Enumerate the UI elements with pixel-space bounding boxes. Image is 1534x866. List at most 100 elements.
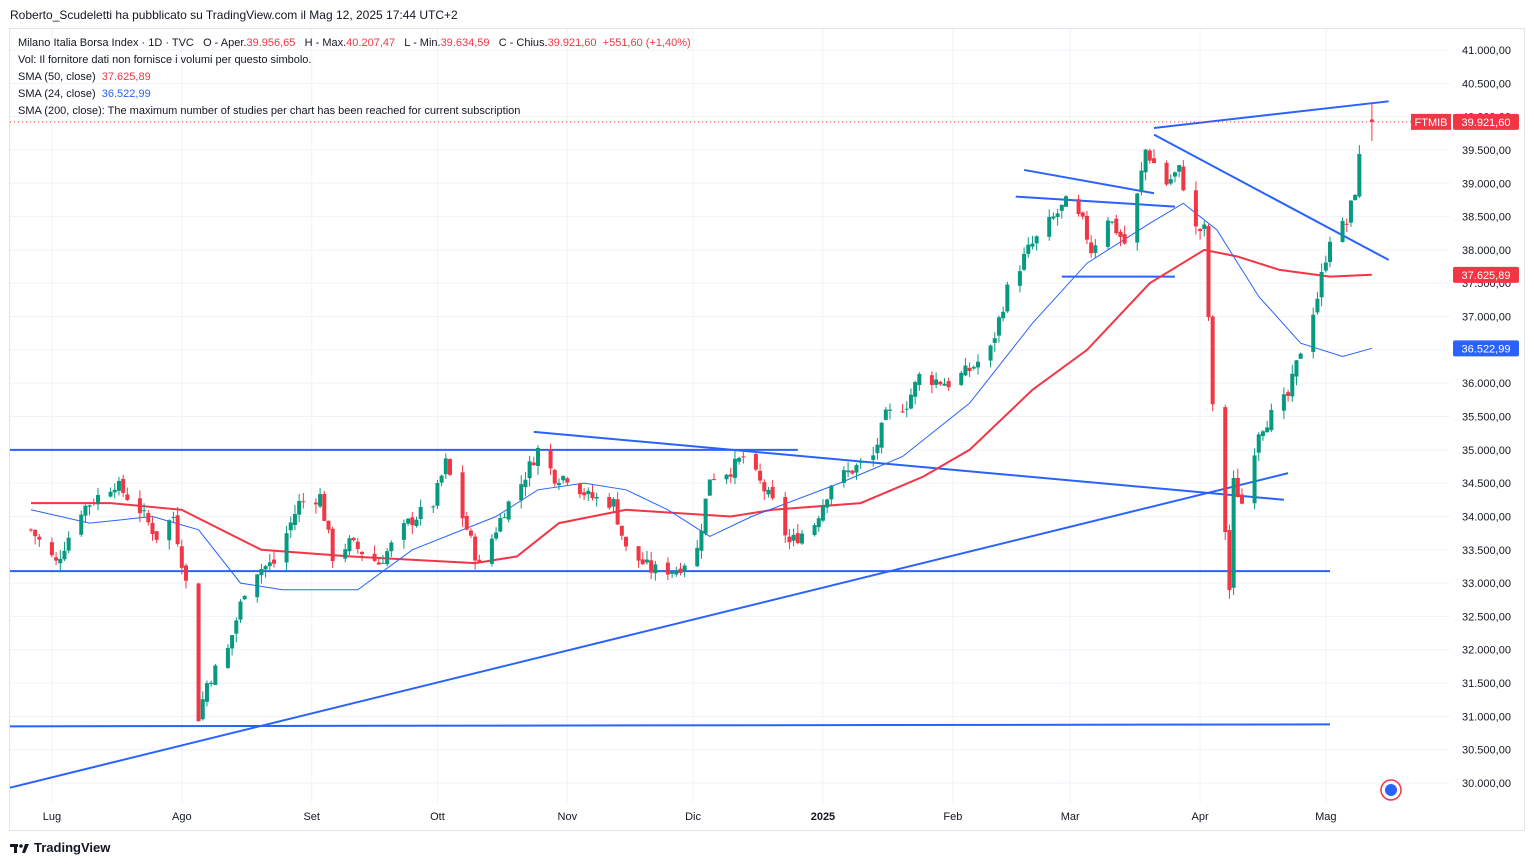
candle-body <box>443 458 448 475</box>
price-tick-label: 30.000,00 <box>1462 778 1511 790</box>
last-price-tag-ticker: FTMIB <box>1415 117 1448 129</box>
candle-body <box>1059 204 1064 211</box>
price-tick-label: 32.500,00 <box>1462 611 1511 623</box>
sma50-tag-bg <box>1453 266 1519 283</box>
candle-body <box>376 562 381 565</box>
candle-body <box>996 317 1001 336</box>
candle-body <box>800 533 804 544</box>
candle-body <box>1084 215 1089 240</box>
candle-body <box>1172 172 1177 177</box>
symbol-title[interactable]: Milano Italia Borsa Index · 1D · TVC <box>18 37 194 49</box>
candle-body <box>1328 241 1332 263</box>
candle-body <box>615 499 620 525</box>
candle-body <box>351 537 356 541</box>
candle-body <box>741 456 746 458</box>
candle-body <box>464 516 469 530</box>
high-value: 40.207,47 <box>346 37 396 49</box>
grid <box>10 29 1450 803</box>
candle-body <box>577 483 582 495</box>
price-tick-label: 34.000,00 <box>1462 511 1511 523</box>
candle-body <box>519 484 524 501</box>
candle-body <box>908 394 913 409</box>
candle-body <box>1290 373 1295 397</box>
candle-body <box>682 565 687 571</box>
candle-body <box>406 518 411 524</box>
candle-body <box>267 562 272 567</box>
time-tick-label: Set <box>303 811 320 823</box>
candle-body <box>783 497 788 536</box>
price-tick-label: 39.500,00 <box>1462 145 1511 157</box>
sma50-row[interactable]: SMA (50, close) 37.625,89 <box>18 69 691 86</box>
candle-body <box>112 489 117 493</box>
candle-body <box>1001 311 1006 319</box>
candle-body <box>619 525 624 536</box>
candle-body <box>1064 196 1068 207</box>
price-tick-label: 39.000,00 <box>1462 178 1511 190</box>
price-tick-label: 38.500,00 <box>1462 212 1511 224</box>
candle-body <box>234 620 239 634</box>
tradingview-icon <box>10 843 29 853</box>
candle-body <box>934 379 939 385</box>
candle-body <box>448 459 452 475</box>
candle-body <box>238 601 243 620</box>
candle-body <box>1055 213 1060 218</box>
candle-body <box>1026 244 1031 254</box>
candle-body <box>938 381 943 385</box>
candle-body <box>1315 298 1320 313</box>
time-tick-label: Ott <box>430 811 445 823</box>
candle-body <box>142 510 147 512</box>
sma24-value: 36.522,99 <box>101 88 151 100</box>
candle-body <box>91 502 96 504</box>
candle-body <box>146 513 151 523</box>
price-tick-label: 30.500,00 <box>1462 745 1511 757</box>
sma50-label: SMA (50, close) <box>18 71 96 83</box>
candle-body <box>1047 217 1052 237</box>
sma200-row[interactable]: SMA (200, close): The maximum number of … <box>18 105 521 117</box>
candle-body <box>942 383 947 386</box>
candle-body <box>1210 316 1215 405</box>
candle-body <box>829 485 834 500</box>
trend-line <box>533 430 1284 501</box>
candle-body <box>707 479 712 496</box>
candle-body <box>288 522 293 531</box>
time-tick-label: Ago <box>172 811 192 823</box>
candle-body <box>1323 262 1328 271</box>
sma24-row[interactable]: SMA (24, close) 36.522,99 <box>18 86 691 103</box>
tradingview-logo[interactable]: TradingView <box>10 840 110 855</box>
sma50-line <box>31 248 1372 565</box>
candle-body <box>1227 530 1232 591</box>
price-tick-label: 38.000,00 <box>1462 245 1511 257</box>
candle-body <box>380 562 385 564</box>
candle-body <box>322 493 327 521</box>
time-tick-label: 2025 <box>811 811 835 823</box>
candle-body <box>1357 153 1362 197</box>
candle-body <box>929 375 934 385</box>
candle-body <box>737 457 742 462</box>
candle-body <box>213 665 218 685</box>
trend-lines <box>9 100 1390 789</box>
candle-body <box>766 489 771 495</box>
volume-note: Vol: Il fornitore dati non fornisce i vo… <box>18 54 312 66</box>
candle-body <box>468 530 473 536</box>
candle-body <box>297 500 302 515</box>
target-icon <box>1380 779 1402 801</box>
candle-body <box>154 531 159 540</box>
candle-body <box>263 566 268 570</box>
candle-body <box>607 497 612 508</box>
candle-body <box>1076 199 1081 214</box>
candle-body <box>1135 193 1140 243</box>
chart-pane[interactable] <box>9 28 1525 831</box>
candle-body <box>313 502 318 505</box>
candle-body <box>732 458 737 478</box>
open-value: 39.956,65 <box>246 37 296 49</box>
candle-body <box>1034 236 1039 244</box>
candle-body <box>758 470 763 481</box>
candle-body <box>548 450 553 469</box>
candle-body <box>33 529 38 537</box>
candle-body <box>150 522 155 534</box>
candle-body <box>284 533 289 563</box>
candle-body <box>1089 242 1094 254</box>
candle-body <box>586 490 591 495</box>
candle-body <box>330 528 335 562</box>
